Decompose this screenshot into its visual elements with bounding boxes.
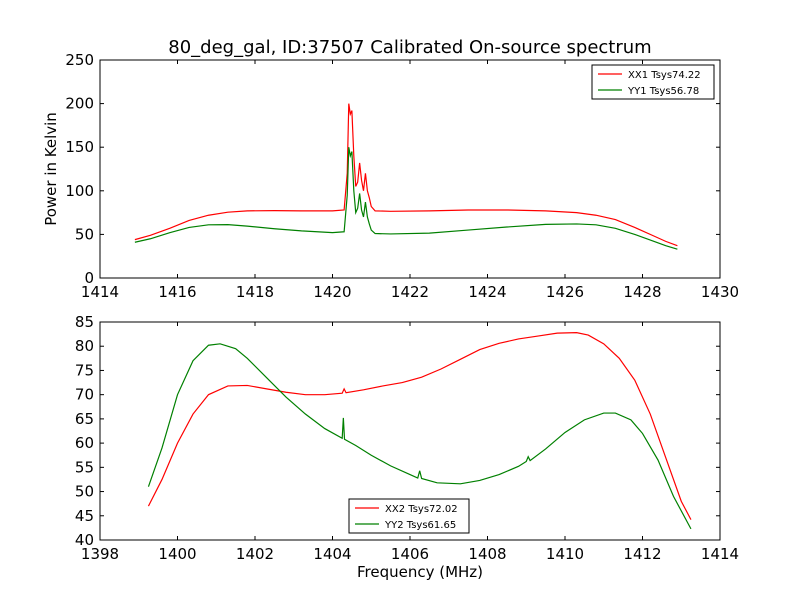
y-tick-label: 80: [75, 337, 94, 355]
x-tick-label: 1410: [546, 545, 584, 563]
x-tick-label: 1414: [81, 283, 119, 301]
legend-box: [591, 64, 715, 100]
x-tick-label: 1400: [158, 545, 196, 563]
y-tick-label: 250: [65, 51, 94, 69]
x-tick-label: 1422: [391, 283, 429, 301]
x-tick-label: 1412: [623, 545, 661, 563]
legend-box: [348, 498, 470, 534]
legend-entry: XX1 Tsys74.22: [628, 70, 701, 81]
y-tick-label: 50: [75, 225, 94, 243]
series-line-xx: [147, 332, 692, 520]
y-tick-label: 75: [75, 361, 94, 379]
x-tick-label: 1404: [313, 545, 351, 563]
y-tick-label: 45: [75, 507, 94, 525]
y-tick-label: 70: [75, 386, 94, 404]
x-tick-label: 1418: [236, 283, 274, 301]
legend-entry: YY1 Tsys56.78: [627, 86, 699, 97]
x-tick-label: 1398: [81, 545, 119, 563]
y-tick-label: 100: [65, 182, 94, 200]
y-tick-label: 50: [75, 483, 94, 501]
legend-entry: YY2 Tsys61.65: [384, 520, 456, 531]
y-tick-label: 200: [65, 95, 94, 113]
series-line-yy: [134, 147, 678, 250]
x-tick-label: 1408: [468, 545, 506, 563]
series-line-yy: [147, 343, 692, 530]
x-tick-label: 1406: [391, 545, 429, 563]
bottom-panel-spectrum: 1398 1400 1402 1404 1406 1408 1410 1412 1414 40 45…: [75, 313, 739, 581]
x-axis-label: Frequency (MHz): [357, 563, 483, 581]
y-tick-label: 40: [75, 531, 94, 549]
top-panel-spectrum: 1414 1416 1418 1420 1422 1424 1426 1428 1430 0 50 1…: [42, 51, 739, 301]
y-tick-label: 85: [75, 313, 94, 331]
y-tick-label: 0: [84, 269, 94, 287]
x-tick-label: 1430: [701, 283, 739, 301]
chart-title: 80_deg_gal, ID:37507 Calibrated On-sourc…: [168, 37, 651, 58]
y-tick-label: 65: [75, 410, 94, 428]
legend-entry: XX2 Tsys72.02: [385, 504, 458, 515]
x-tick-label: 1426: [546, 283, 584, 301]
y-tick-label: 55: [75, 458, 94, 476]
x-tick-label: 1414: [701, 545, 739, 563]
x-tick-label: 1424: [468, 283, 506, 301]
y-tick-label: 60: [75, 434, 94, 452]
legend: XX2 Tsys72.02 YY2 Tsys61.65: [348, 498, 470, 534]
y-axis-label: Power in Kelvin: [42, 112, 60, 226]
series-line-xx: [134, 103, 678, 247]
y-tick-label: 150: [65, 138, 94, 156]
x-tick-label: 1420: [313, 283, 351, 301]
x-tick-label: 1416: [158, 283, 196, 301]
x-tick-label: 1428: [623, 283, 661, 301]
legend: XX1 Tsys74.22 YY1 Tsys56.78: [591, 64, 715, 100]
x-tick-label: 1402: [236, 545, 274, 563]
